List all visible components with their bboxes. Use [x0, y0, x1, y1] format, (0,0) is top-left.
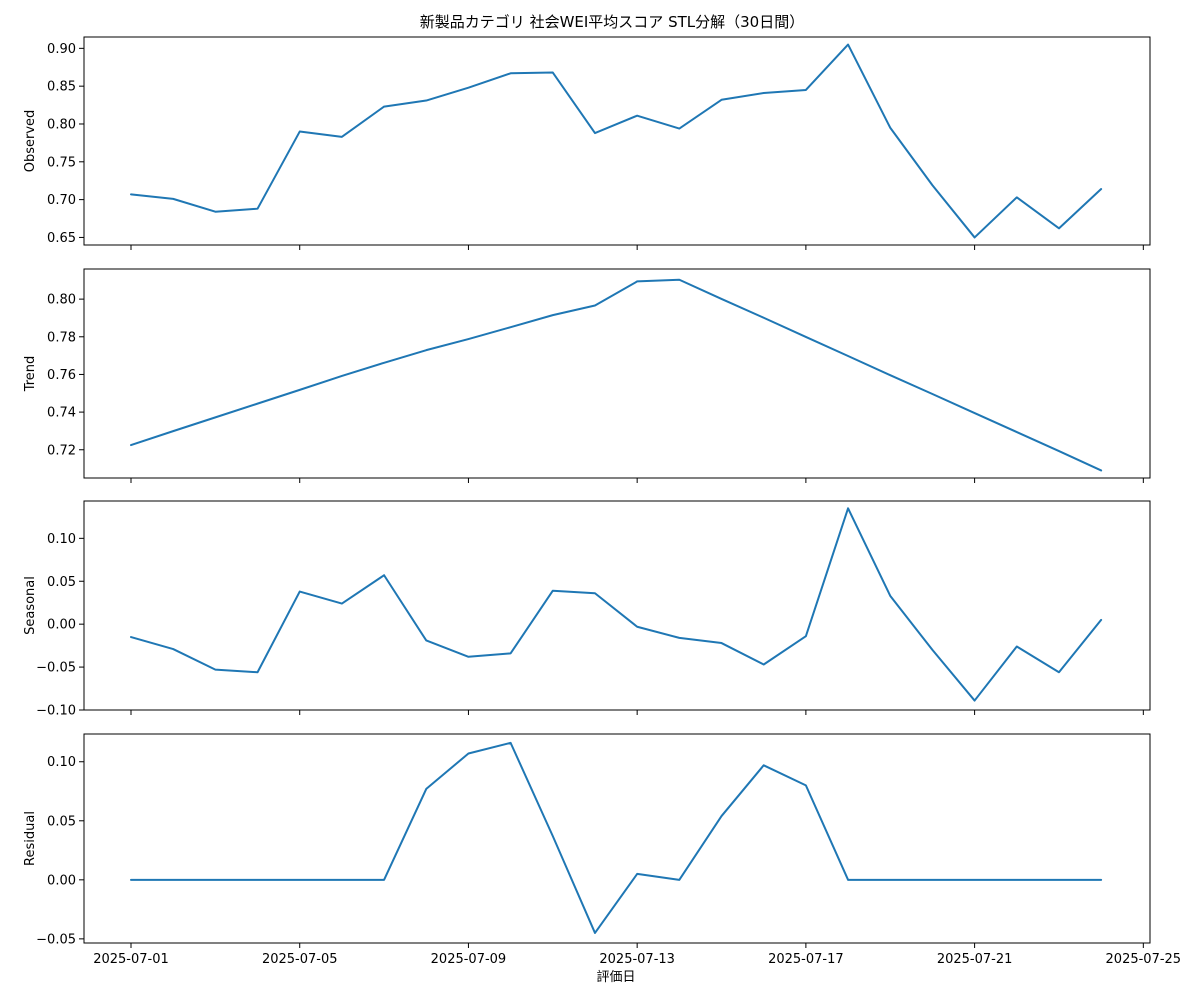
panels: 0.65 0.70 0.75 0.80 0.85 0.90 Observed 0.72 0.74…	[23, 36, 1182, 967]
plot-frame	[83, 268, 1151, 479]
y-tick-label: −0.05	[36, 661, 76, 676]
panel-residual: −0.05 0.00 0.05 0.10 2025-07-01 2025-07-05 202…	[23, 733, 1182, 967]
y-tick-label: 0.76	[47, 368, 76, 383]
plot-frame	[83, 733, 1151, 944]
series-line-seasonal	[130, 507, 1103, 702]
y-tick-label: 0.72	[47, 443, 76, 458]
x-axis-label: 評価日	[596, 970, 635, 985]
y-tick-label: 0.85	[47, 80, 76, 95]
panel-trend: 0.72 0.74 0.76 0.78 0.80 Trend	[23, 268, 1151, 483]
series-line-residual	[130, 741, 1103, 934]
x-tick-label: 2025-07-05	[262, 952, 338, 967]
y-tick-label: 0.80	[47, 293, 76, 308]
y-tick-label: 0.78	[47, 330, 76, 345]
y-tick-label: 0.05	[47, 575, 76, 590]
y-axis-label-seasonal: Seasonal	[23, 576, 38, 635]
y-axis-label-residual: Residual	[23, 811, 38, 866]
x-tick-label: 2025-07-09	[431, 952, 507, 967]
y-tick-label: 0.10	[47, 532, 76, 547]
y-axis-label-trend: Trend	[23, 356, 38, 393]
x-tick-label: 2025-07-25	[1106, 952, 1182, 967]
series-line-observed	[130, 43, 1103, 239]
x-tick-label: 2025-07-17	[768, 952, 844, 967]
y-tick-label: −0.10	[36, 704, 76, 719]
y-tick-label: 0.05	[47, 814, 76, 829]
x-tick-label: 2025-07-21	[937, 952, 1013, 967]
y-tick-label: 0.90	[47, 42, 76, 57]
series-line-trend	[130, 278, 1103, 472]
y-tick-label: 0.00	[47, 618, 76, 633]
figure-title: 新製品カテゴリ 社会WEI平均スコア STL分解（30日間）	[420, 13, 804, 31]
y-tick-label: 0.65	[47, 231, 76, 246]
x-tick-label: 2025-07-01	[93, 952, 169, 967]
plot-frame	[83, 500, 1151, 711]
y-tick-label: 0.74	[47, 406, 76, 421]
y-axis-label-observed: Observed	[23, 110, 38, 173]
y-tick-label: −0.05	[36, 932, 76, 947]
x-tick-label: 2025-07-13	[599, 952, 675, 967]
y-tick-label: 0.80	[47, 117, 76, 132]
y-tick-label: 0.70	[47, 193, 76, 208]
plot-frame	[83, 36, 1151, 246]
panel-seasonal: −0.10 −0.05 0.00 0.05 0.10 Seasonal	[23, 500, 1151, 719]
y-tick-label: 0.10	[47, 755, 76, 770]
y-tick-label: 0.00	[47, 873, 76, 888]
panel-observed: 0.65 0.70 0.75 0.80 0.85 0.90 Observed	[23, 36, 1151, 250]
y-tick-label: 0.75	[47, 155, 76, 170]
